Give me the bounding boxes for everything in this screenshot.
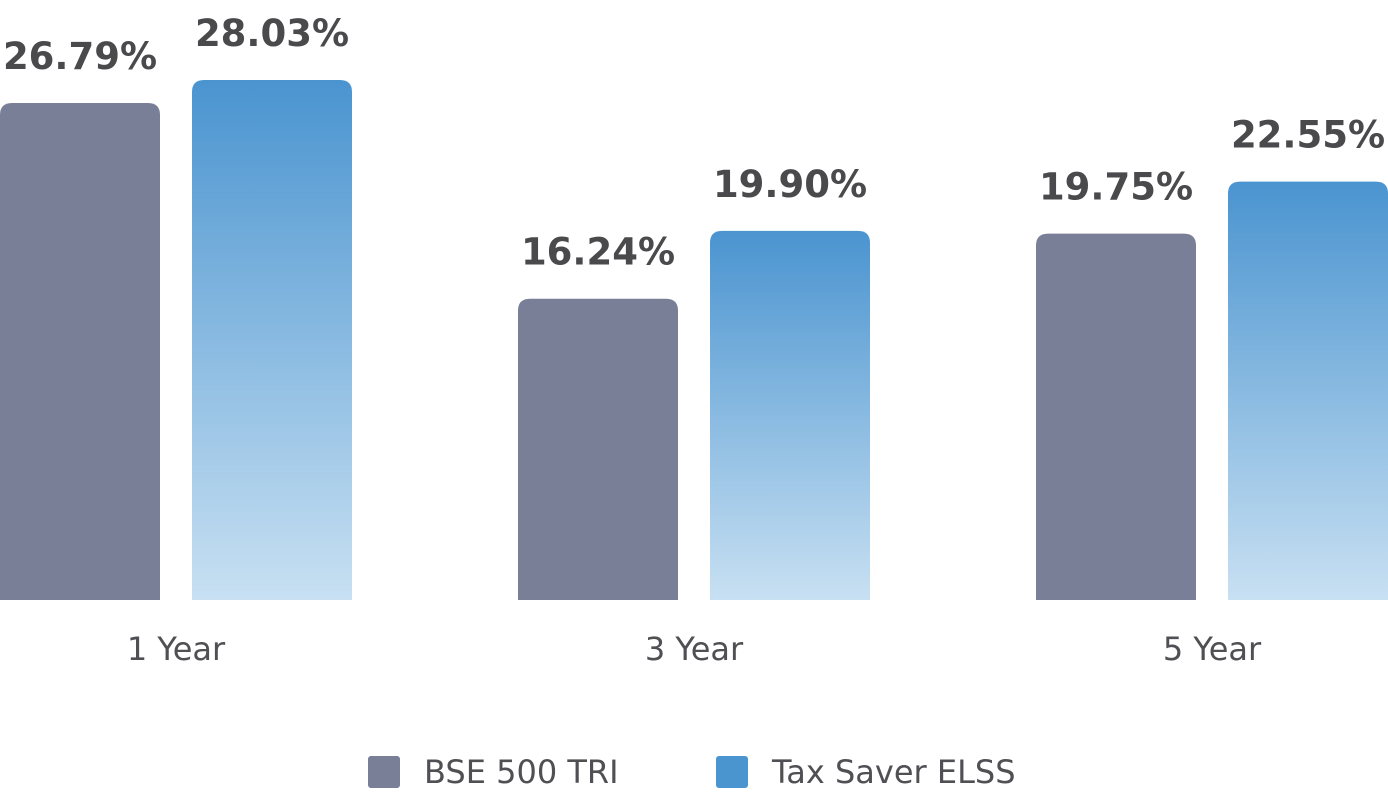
- data-label-bse-500-tri-3-year: 16.24%: [521, 231, 675, 274]
- data-label-tax-saver-elss-5-year: 22.55%: [1231, 114, 1385, 157]
- data-label-bse-500-tri-1-year: 26.79%: [3, 35, 157, 78]
- x-tick-label-5-year: 5 Year: [1163, 630, 1262, 668]
- x-tick-label-3-year: 3 Year: [645, 630, 744, 668]
- legend-swatch-bse-500-tri: [368, 756, 400, 788]
- legend-swatch-tax-saver-elss: [716, 756, 748, 788]
- bar-tax-saver-elss-1-year: [192, 80, 352, 600]
- bar-bse-500-tri-1-year: [0, 103, 160, 601]
- value-labels-layer: 26.79% 28.03% 16.24% 19.90% 19.75% 22.55%: [3, 12, 1385, 274]
- legend: BSE 500 TRI Tax Saver ELSS: [368, 753, 1016, 791]
- data-label-tax-saver-elss-3-year: 19.90%: [713, 163, 867, 206]
- legend-label-tax-saver-elss: Tax Saver ELSS: [771, 753, 1016, 791]
- bar-bse-500-tri-5-year: [1036, 233, 1196, 600]
- x-tick-label-1-year: 1 Year: [127, 630, 226, 668]
- bars-layer: [0, 80, 1388, 601]
- legend-label-bse-500-tri: BSE 500 TRI: [424, 753, 619, 791]
- data-label-tax-saver-elss-1-year: 28.03%: [195, 12, 349, 55]
- data-label-bse-500-tri-5-year: 19.75%: [1039, 166, 1193, 209]
- bar-tax-saver-elss-3-year: [710, 230, 870, 601]
- bar-tax-saver-elss-5-year: [1228, 181, 1388, 600]
- category-labels-layer: 1 Year 3 Year 5 Year: [127, 630, 1262, 668]
- bar-bse-500-tri-3-year: [518, 298, 678, 600]
